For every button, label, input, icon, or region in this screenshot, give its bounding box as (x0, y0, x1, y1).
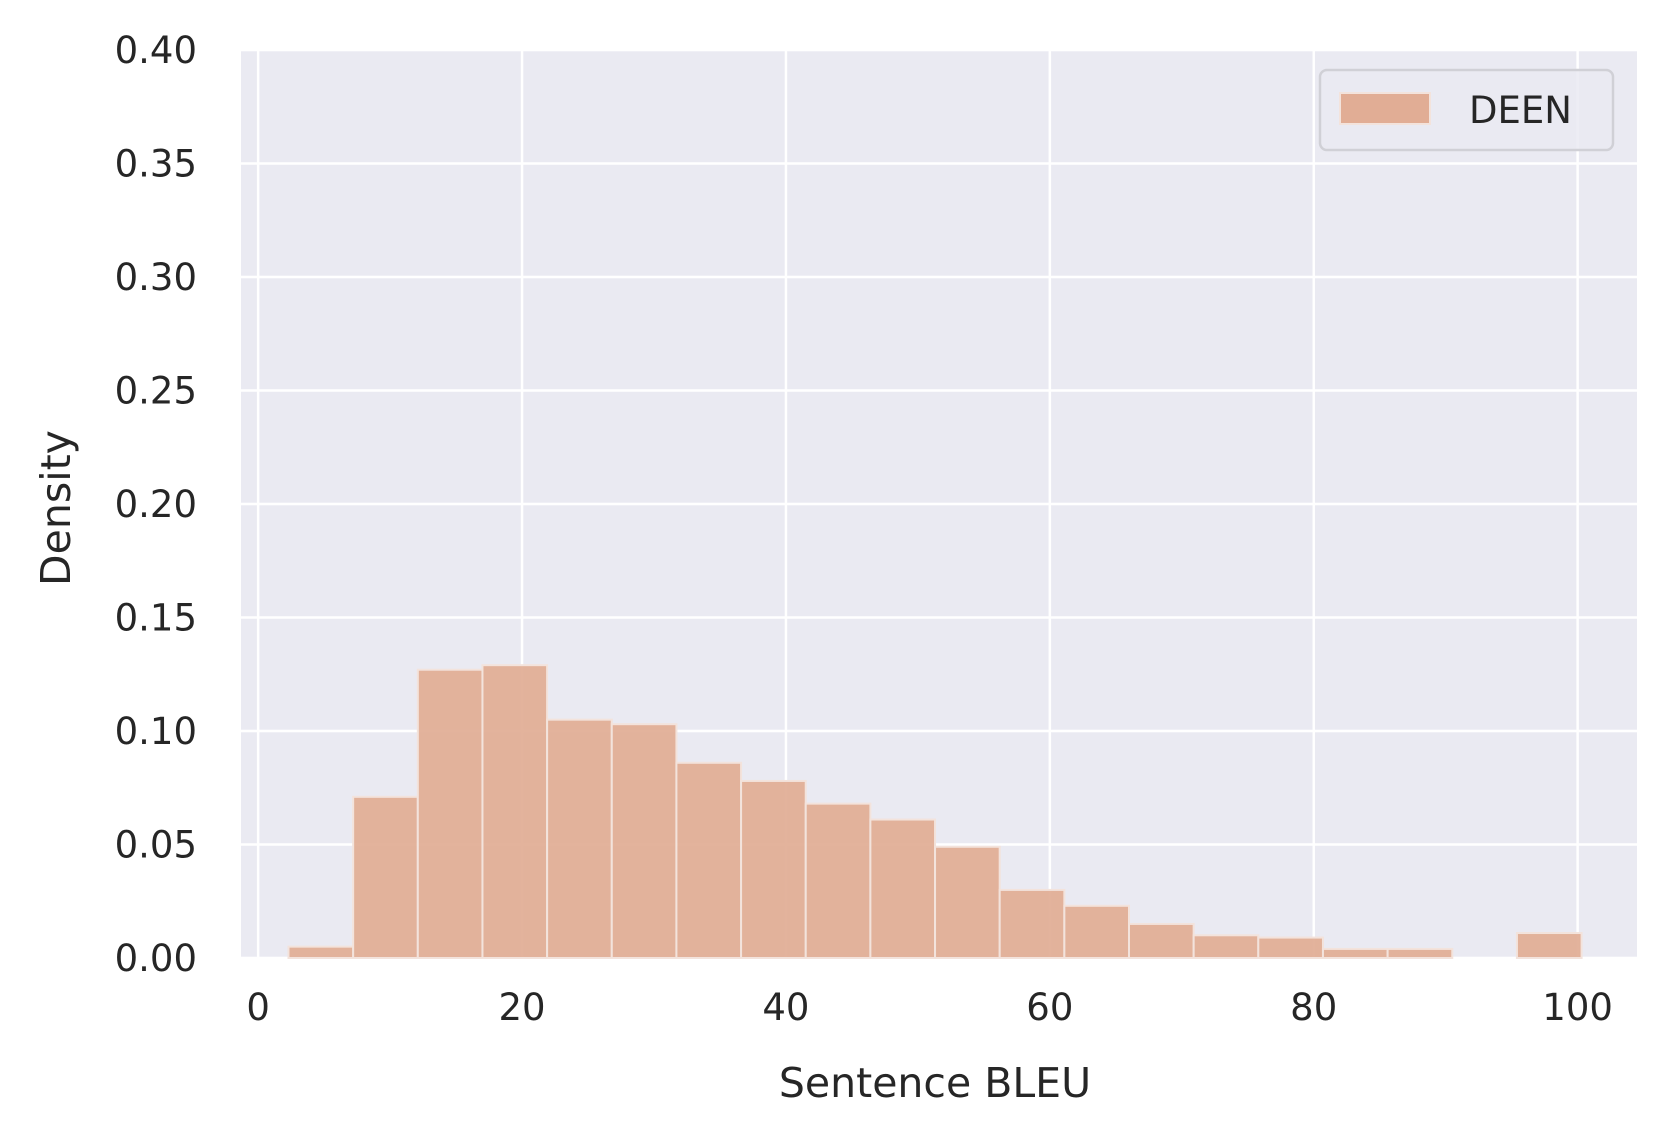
x-tick-label: 40 (762, 986, 809, 1029)
histogram-bar (998, 888, 1066, 960)
legend: DEEN (1318, 68, 1615, 152)
legend-box (1318, 68, 1615, 152)
y-tick-label: 0.20 (115, 483, 197, 526)
histogram-bar (804, 802, 872, 960)
histogram-bar (675, 761, 743, 960)
histogram-bar (1257, 936, 1324, 960)
histogram-bar (287, 945, 355, 960)
histogram-bar (1063, 904, 1131, 959)
histogram-bar (934, 845, 1001, 960)
x-tick-label: 0 (246, 986, 270, 1029)
histogram-bar (1321, 947, 1389, 959)
histogram-bar (1515, 932, 1583, 960)
histogram-bar (869, 818, 937, 960)
histogram-bar (740, 779, 807, 959)
x-tick-label: 80 (1290, 986, 1337, 1029)
y-tick-label: 0.10 (115, 710, 197, 753)
histogram-bar (481, 664, 549, 959)
histogram-bar (610, 723, 678, 959)
legend-swatch-deen (1339, 92, 1431, 125)
legend-label-deen: DEEN (1469, 89, 1572, 132)
y-tick-label: 0.05 (115, 824, 197, 867)
y-tick-label: 0.25 (115, 370, 197, 413)
histogram-bars (287, 664, 1583, 960)
histogram-bar (1386, 947, 1454, 959)
histogram-bar (416, 668, 484, 960)
x-tick-label: 20 (499, 986, 546, 1029)
histogram-bar (352, 795, 419, 960)
x-tick-label: 100 (1542, 986, 1613, 1029)
y-tick-label: 0.40 (115, 29, 197, 72)
histogram-bar (1192, 934, 1260, 959)
x-tick-labels: 0 20 40 60 80 100 (246, 986, 1613, 1029)
y-tick-label: 0.15 (115, 597, 197, 640)
histogram-bar (546, 718, 613, 960)
y-tick-label: 0.35 (115, 143, 197, 186)
y-tick-labels: 0.00 0.05 0.10 0.15 0.20 0.25 0.30 0.35 0.40 (115, 29, 197, 980)
x-tick-label: 60 (1026, 986, 1073, 1029)
x-axis-label: Sentence BLEU (779, 1059, 1091, 1107)
y-tick-label: 0.30 (115, 256, 197, 299)
y-axis-label: Density (32, 430, 80, 586)
histogram-bar (1128, 922, 1195, 960)
y-tick-label: 0.00 (115, 937, 197, 980)
